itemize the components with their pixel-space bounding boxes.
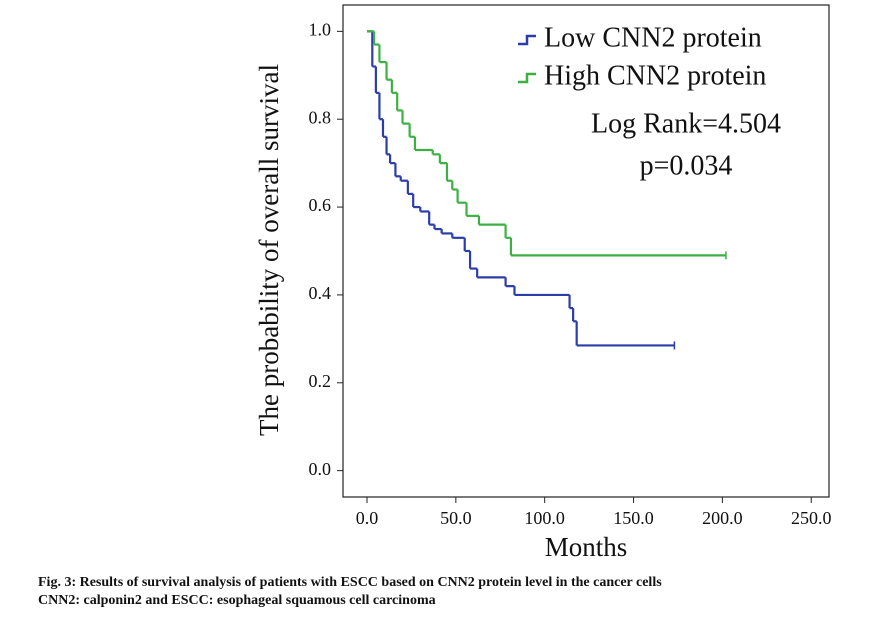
y-tick-label: 0.2 xyxy=(309,371,332,391)
plot-frame xyxy=(342,4,830,498)
annotation: p=0.034 xyxy=(640,150,733,181)
x-tick-label: 250.0 xyxy=(791,508,832,528)
y-tick-label: 1.0 xyxy=(309,19,332,39)
legend-swatch xyxy=(518,72,536,84)
annotation: Log Rank=4.504 xyxy=(591,108,781,139)
x-tick-label: 150.0 xyxy=(613,508,654,528)
x-tick-label: 100.0 xyxy=(524,508,565,528)
y-axis-title: The probability of overall survival xyxy=(254,64,284,436)
legend-label: High CNN2 protein xyxy=(544,60,766,91)
y-tick-label: 0.4 xyxy=(309,283,332,303)
legend-label: Low CNN2 protein xyxy=(544,22,762,53)
x-tick-label: 0.0 xyxy=(356,508,379,528)
y-tick-label: 0.6 xyxy=(309,195,332,215)
x-tick-label: 50.0 xyxy=(440,508,472,528)
caption: Fig. 3: Results of survival analysis of … xyxy=(38,575,662,590)
legend-swatch xyxy=(518,34,536,46)
caption: CNN2: calponin2 and ESCC: esophageal squ… xyxy=(38,593,436,608)
y-tick-label: 0.8 xyxy=(309,107,332,127)
x-tick-label: 200.0 xyxy=(702,508,743,528)
x-axis-title: Months xyxy=(545,532,628,562)
y-tick-label: 0.0 xyxy=(309,459,332,479)
